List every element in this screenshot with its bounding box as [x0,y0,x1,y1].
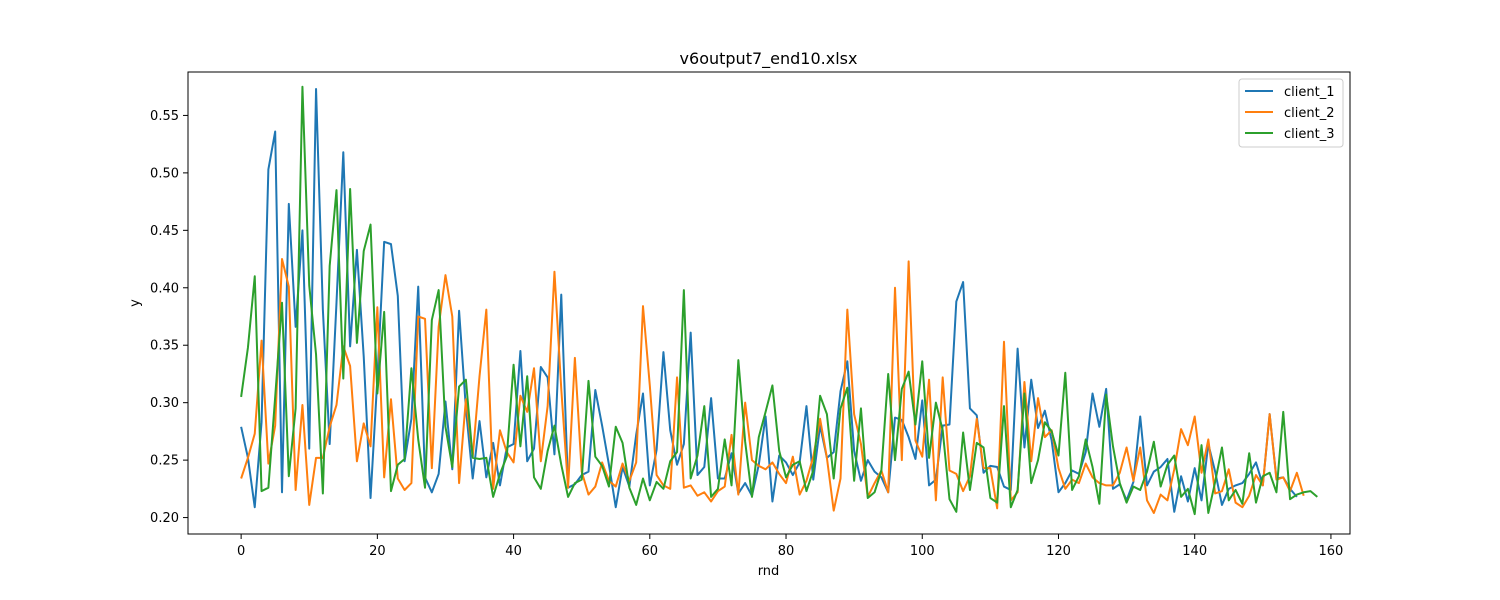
series-line-client_1 [240,88,1298,513]
y-tick-label: 0.55 [150,109,179,124]
x-axis-label: rnd [758,564,780,579]
legend-label-client_1: client_1 [1284,85,1334,100]
x-tick-label: 20 [369,544,386,559]
y-axis-label: y [128,299,143,307]
x-axis: 0 20 40 60 80 100 120 140 160 [237,534,1343,559]
x-tick-label: 160 [1319,544,1344,559]
legend-label-client_3: client_3 [1284,127,1334,142]
series-line-client_2 [240,258,1305,514]
x-tick-label: 40 [505,544,522,559]
y-tick-label: 0.50 [150,166,179,181]
y-tick-label: 0.20 [150,511,179,526]
y-tick-label: 0.25 [150,454,179,469]
y-axis: 0.20 0.25 0.30 0.35 0.40 0.45 0.50 0.55 [150,109,188,526]
legend-label-client_2: client_2 [1284,106,1334,121]
y-tick-label: 0.40 [150,281,179,296]
x-tick-label: 120 [1046,544,1071,559]
chart-title: v6output7_end10.xlsx [680,49,858,69]
x-tick-label: 60 [642,544,659,559]
x-tick-label: 100 [910,544,935,559]
x-tick-label: 140 [1182,544,1207,559]
series-line-client_3 [240,85,1318,516]
legend-box [1238,78,1344,148]
y-tick-label: 0.35 [150,339,179,354]
x-tick-label: 0 [237,544,245,559]
x-tick-label: 80 [778,544,795,559]
plot-frame [187,71,1351,535]
series-layer [240,85,1318,516]
y-tick-label: 0.30 [150,396,179,411]
legend: client_1 client_2 client_3 [1238,78,1344,148]
y-tick-label: 0.45 [150,224,179,239]
